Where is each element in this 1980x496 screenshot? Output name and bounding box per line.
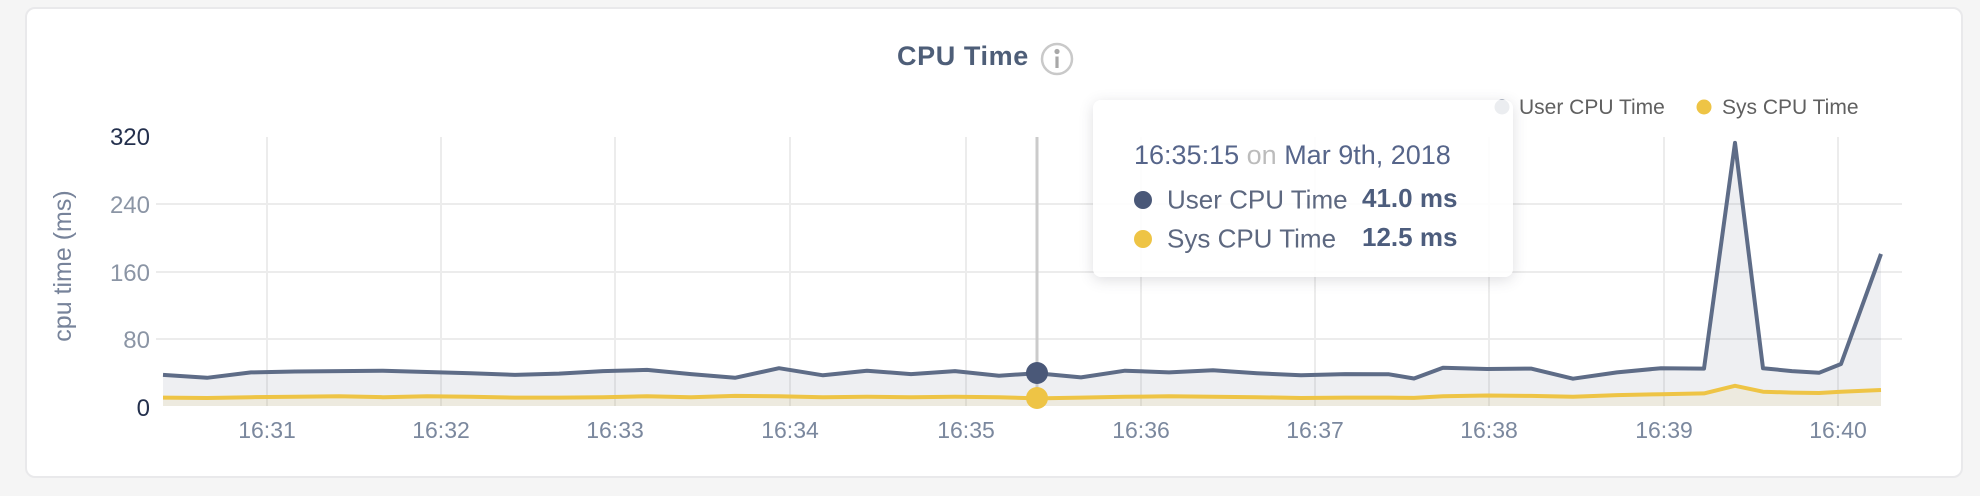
svg-text:cpu time (ms): cpu time (ms) bbox=[49, 190, 77, 341]
svg-text:16:37: 16:37 bbox=[1286, 417, 1344, 443]
svg-text:0: 0 bbox=[137, 395, 150, 422]
svg-text:16:33: 16:33 bbox=[586, 417, 644, 443]
svg-text:240: 240 bbox=[110, 192, 150, 219]
svg-text:16:39: 16:39 bbox=[1635, 417, 1693, 443]
svg-text:16:32: 16:32 bbox=[412, 417, 470, 443]
svg-text:320: 320 bbox=[110, 124, 150, 151]
svg-text:16:38: 16:38 bbox=[1460, 417, 1518, 443]
svg-text:160: 160 bbox=[110, 260, 150, 287]
svg-text:16:40: 16:40 bbox=[1809, 417, 1867, 443]
svg-text:16:36: 16:36 bbox=[1112, 417, 1170, 443]
svg-text:16:34: 16:34 bbox=[761, 417, 819, 443]
svg-text:16:35: 16:35 bbox=[937, 417, 995, 443]
svg-text:80: 80 bbox=[123, 327, 150, 354]
svg-text:16:31: 16:31 bbox=[238, 417, 296, 443]
